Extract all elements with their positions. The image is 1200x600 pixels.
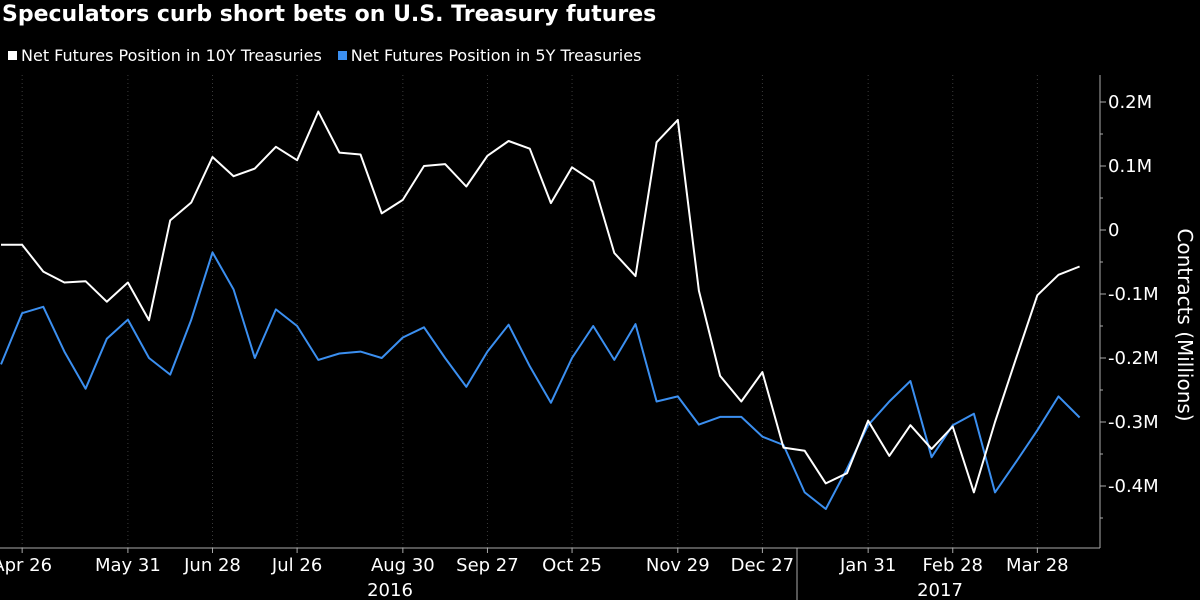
x-tick-label-0: Apr 26 bbox=[0, 555, 52, 576]
series-line-10y bbox=[1, 110, 1080, 494]
legend: Net Futures Position in 10Y Treasuries N… bbox=[8, 46, 641, 65]
x-tick-label-9: Jan 31 bbox=[839, 555, 896, 576]
x-tick-label-4: Aug 30 bbox=[371, 555, 435, 576]
x-tick-label-8: Dec 27 bbox=[731, 555, 794, 576]
legend-label-10y: Net Futures Position in 10Y Treasuries bbox=[21, 46, 322, 65]
x-tick-label-6: Oct 25 bbox=[542, 555, 602, 576]
y-tick-label-2: 0 bbox=[1108, 220, 1119, 241]
x-tick-label-2: Jun 28 bbox=[183, 555, 241, 576]
y-tick-label-3: -0.1M bbox=[1108, 284, 1159, 305]
y-tick-label-1: 0.1M bbox=[1108, 156, 1152, 177]
y-axis: 0.2M 0.1M 0 -0.1M -0.2M -0.3M -0.4M bbox=[1099, 75, 1159, 548]
y-tick-label-4: -0.2M bbox=[1108, 348, 1159, 369]
x-tick-label-1: May 31 bbox=[95, 555, 161, 576]
x-tick-label-5: Sep 27 bbox=[456, 555, 519, 576]
x-tick-label-3: Jul 26 bbox=[271, 555, 322, 576]
x-axis: Apr 26 May 31 Jun 28 Jul 26 Aug 30 Sep 27 Oct … bbox=[0, 547, 1100, 600]
year-label-2016: 2016 bbox=[367, 580, 413, 600]
x-tick-label-11: Mar 28 bbox=[1006, 555, 1069, 576]
y-tick-label-6: -0.4M bbox=[1108, 476, 1159, 497]
y-tick-label-0: 0.2M bbox=[1108, 92, 1152, 113]
chart-title: Speculators curb short bets on U.S. Trea… bbox=[2, 2, 657, 27]
x-tick-label-10: Feb 28 bbox=[923, 555, 984, 576]
y-axis-label: Contracts (Millions) bbox=[1173, 228, 1197, 421]
legend-item-5y: Net Futures Position in 5Y Treasuries bbox=[337, 46, 642, 65]
series-line-5y bbox=[0, 251, 1081, 510]
legend-swatch-5y bbox=[337, 51, 347, 60]
legend-swatch-10y bbox=[8, 51, 17, 60]
legend-label-5y: Net Futures Position in 5Y Treasuries bbox=[350, 46, 642, 65]
y-tick-label-5: -0.3M bbox=[1108, 412, 1159, 433]
gridlines bbox=[21, 75, 1038, 548]
year-label-2017: 2017 bbox=[917, 580, 963, 600]
x-tick-label-7: Nov 29 bbox=[646, 555, 710, 576]
series-layer bbox=[0, 110, 1081, 510]
legend-item-10y: Net Futures Position in 10Y Treasuries bbox=[8, 46, 322, 65]
